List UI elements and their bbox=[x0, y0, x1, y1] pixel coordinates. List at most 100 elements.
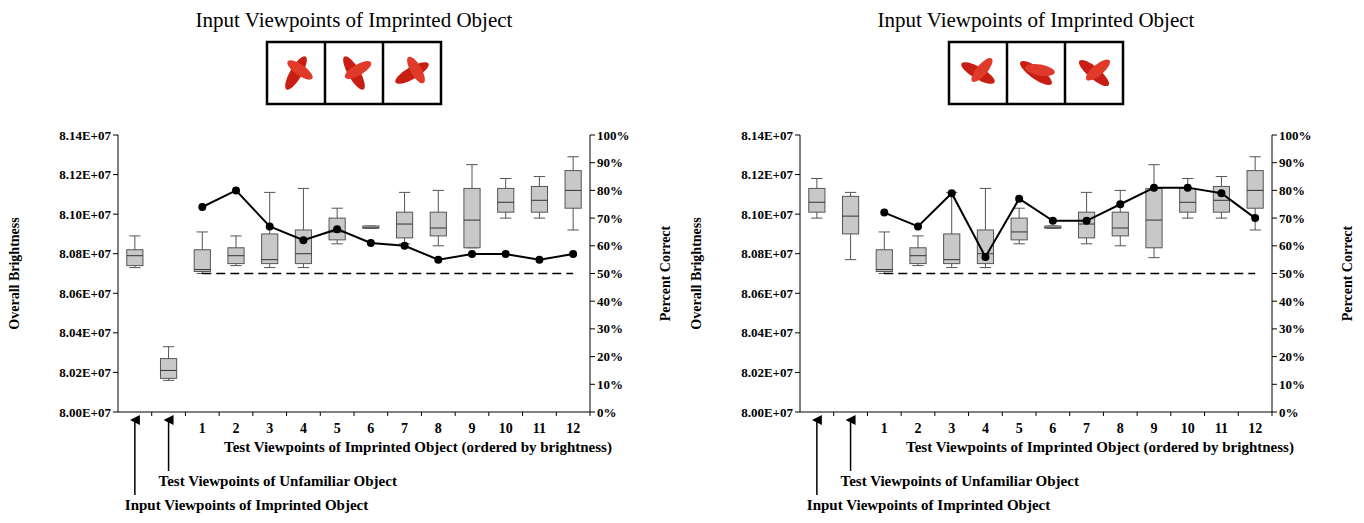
median bbox=[1180, 202, 1196, 203]
whisker-cap bbox=[980, 267, 991, 268]
x-tick-label: 2 bbox=[233, 421, 240, 436]
y-tick-label: 8.10E+07 bbox=[741, 207, 793, 222]
x-tick bbox=[1036, 412, 1037, 416]
y-tick bbox=[795, 214, 800, 215]
x-tick-label: 12 bbox=[566, 421, 580, 436]
point bbox=[1251, 214, 1259, 222]
x-tick-label: 8 bbox=[1117, 421, 1124, 436]
y2-tick-label: 100% bbox=[597, 128, 630, 143]
y-tick-label: 8.04E+07 bbox=[59, 325, 111, 340]
y2-tick-label: 90% bbox=[1279, 155, 1305, 170]
y-tick-label: 8.10E+07 bbox=[59, 207, 111, 222]
y-tick bbox=[113, 135, 118, 136]
point bbox=[1184, 184, 1192, 192]
icon-divider bbox=[324, 42, 327, 104]
box bbox=[396, 212, 412, 238]
icon-frame bbox=[267, 42, 441, 104]
y2-tick bbox=[590, 190, 595, 191]
y2-tick-label: 20% bbox=[1279, 349, 1305, 364]
y-axis bbox=[800, 135, 801, 412]
point bbox=[1150, 184, 1158, 192]
box bbox=[262, 234, 278, 264]
y2-tick bbox=[590, 218, 595, 219]
x-tick bbox=[556, 412, 557, 416]
x-tick-label: 6 bbox=[367, 421, 374, 436]
icon-divider bbox=[382, 42, 385, 104]
box bbox=[910, 248, 926, 264]
point bbox=[569, 250, 577, 258]
x-tick-label: 10 bbox=[499, 421, 513, 436]
point bbox=[232, 186, 240, 194]
y-tick bbox=[113, 412, 118, 413]
y2-tick bbox=[1272, 218, 1277, 219]
box bbox=[565, 171, 581, 209]
y2-tick-label: 0% bbox=[597, 405, 617, 420]
y-axis bbox=[118, 135, 119, 412]
point bbox=[535, 256, 543, 264]
y2-tick-label: 50% bbox=[1279, 266, 1305, 281]
y-axis-title: Overall Brightness bbox=[689, 217, 704, 330]
y2-tick bbox=[1272, 356, 1277, 357]
object-icon bbox=[285, 57, 316, 83]
box bbox=[876, 250, 892, 272]
annotation-arrow bbox=[134, 420, 136, 495]
whisker-cap bbox=[534, 218, 545, 219]
whisker-cap bbox=[1182, 178, 1193, 179]
x-tick bbox=[421, 412, 422, 416]
y-tick bbox=[113, 372, 118, 373]
whisker-cap bbox=[399, 192, 410, 193]
object-icon bbox=[968, 55, 996, 85]
panel: Input Viewpoints of Imprinted Object8.00… bbox=[689, 8, 1355, 513]
object-icon bbox=[1024, 62, 1055, 78]
whisker-cap bbox=[946, 267, 957, 268]
x-tick-label: 7 bbox=[401, 421, 408, 436]
box bbox=[1011, 218, 1027, 240]
whisker-cap bbox=[500, 218, 511, 219]
median bbox=[842, 216, 858, 217]
median bbox=[127, 255, 143, 256]
x-tick bbox=[1069, 412, 1070, 416]
point bbox=[299, 236, 307, 244]
y2-tick-label: 10% bbox=[597, 377, 623, 392]
y-tick bbox=[113, 174, 118, 175]
y2-tick bbox=[1272, 273, 1277, 274]
point bbox=[1049, 217, 1057, 225]
chart-root: Input Viewpoints of Imprinted Object8.00… bbox=[0, 0, 1364, 523]
object-icon bbox=[404, 54, 429, 85]
point bbox=[981, 253, 989, 261]
point bbox=[502, 250, 510, 258]
box bbox=[430, 212, 446, 236]
annotation-arrow bbox=[816, 420, 818, 495]
point bbox=[468, 250, 476, 258]
whisker-cap bbox=[230, 235, 241, 236]
whisker-cap bbox=[1148, 164, 1159, 165]
box bbox=[228, 248, 244, 264]
whisker-cap bbox=[879, 231, 890, 232]
y-tick bbox=[113, 332, 118, 333]
x-tick bbox=[252, 412, 253, 416]
y2-tick bbox=[590, 412, 595, 413]
x-tick bbox=[590, 412, 591, 416]
whisker-cap bbox=[163, 380, 174, 381]
x-tick bbox=[455, 412, 456, 416]
x-tick bbox=[1238, 412, 1239, 416]
median bbox=[944, 259, 960, 260]
whisker-cap bbox=[264, 267, 275, 268]
x-tick-label: 9 bbox=[469, 421, 476, 436]
annotation: Test Viewpoints of Unfamiliar Object bbox=[159, 473, 397, 489]
median bbox=[464, 220, 480, 221]
box bbox=[160, 359, 176, 379]
whisker-cap bbox=[1249, 156, 1260, 157]
median bbox=[430, 227, 446, 228]
whisker-cap bbox=[811, 178, 822, 179]
y2-tick-label: 100% bbox=[1279, 128, 1312, 143]
y-tick bbox=[113, 293, 118, 294]
icon-divider bbox=[1064, 42, 1067, 104]
x-tick-label: 2 bbox=[915, 421, 922, 436]
whisker-cap bbox=[500, 178, 511, 179]
median bbox=[1112, 227, 1128, 228]
x-tick bbox=[286, 412, 287, 416]
x-tick bbox=[151, 412, 152, 416]
x-tick-label: 11 bbox=[533, 421, 546, 436]
x-tick-label: 1 bbox=[199, 421, 206, 436]
